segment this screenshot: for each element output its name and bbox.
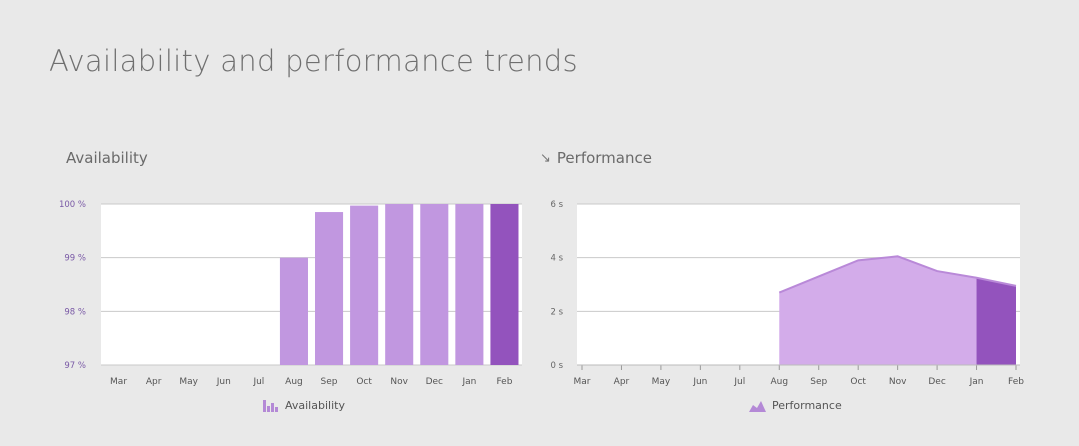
x-tick-label: Apr — [146, 377, 162, 387]
performance-panel-title[interactable]: ↘ Performance — [540, 149, 652, 167]
x-tick-label: May — [652, 377, 671, 387]
performance-legend[interactable]: Performance — [749, 399, 842, 412]
y-tick-label: 2 s — [550, 307, 563, 317]
x-tick-label: Jul — [252, 377, 264, 387]
x-tick-label: Mar — [110, 377, 127, 387]
y-tick-label: 4 s — [550, 254, 563, 264]
y-tick-label: 100 % — [59, 200, 86, 210]
x-tick-label: Feb — [1008, 377, 1024, 387]
x-tick-label: Feb — [496, 377, 512, 387]
plot-area — [101, 204, 522, 365]
performance-title-label: Performance — [556, 149, 652, 167]
availability-legend-label: Availability — [285, 399, 345, 412]
x-tick-label: Jun — [692, 377, 707, 387]
bar-sep — [315, 212, 344, 365]
x-tick-label: Aug — [285, 377, 303, 387]
arrow-down-right-icon: ↘ — [540, 151, 551, 166]
bar-oct — [350, 205, 379, 365]
x-tick-label: Jun — [216, 377, 231, 387]
bar-aug — [279, 257, 308, 365]
x-tick-label: Jul — [733, 377, 745, 387]
availability-legend[interactable]: Availability — [263, 399, 345, 412]
x-tick-label: Jan — [969, 377, 984, 387]
y-tick-label: 99 % — [64, 254, 86, 264]
x-tick-label: Nov — [889, 377, 907, 387]
bar-chart-icon — [263, 399, 278, 412]
x-tick-label: Dec — [426, 377, 443, 387]
performance-legend-label: Performance — [772, 399, 842, 412]
area-chart-icon — [749, 400, 766, 412]
performance-area-highlight — [976, 277, 1016, 365]
y-tick-label: 0 s — [550, 361, 563, 371]
x-tick-label: Aug — [770, 377, 788, 387]
x-tick-label: Apr — [614, 377, 630, 387]
x-tick-label: Sep — [810, 377, 827, 387]
bar-feb — [490, 204, 519, 365]
y-tick-label: 98 % — [64, 307, 86, 317]
x-tick-label: Nov — [390, 377, 408, 387]
x-tick-label: Jan — [461, 377, 476, 387]
y-tick-label: 97 % — [64, 361, 86, 371]
x-tick-label: Mar — [574, 377, 591, 387]
x-tick-label: Sep — [321, 377, 338, 387]
bar-dec — [420, 204, 449, 365]
x-tick-label: Oct — [850, 377, 866, 387]
x-tick-label: Oct — [356, 377, 372, 387]
y-tick-label: 6 s — [550, 200, 563, 210]
page-title: Availability and performance trends — [49, 44, 578, 78]
availability-panel-title: Availability — [66, 149, 148, 167]
performance-area — [779, 256, 1016, 365]
x-tick-label: May — [179, 377, 198, 387]
x-tick-label: Dec — [928, 377, 945, 387]
bar-nov — [385, 204, 414, 365]
bar-jan — [455, 204, 484, 365]
availability-chart: 97 % 98 % 99 % 100 % Mar Apr May Jun Jul Aug Sep Oc… — [59, 200, 522, 387]
